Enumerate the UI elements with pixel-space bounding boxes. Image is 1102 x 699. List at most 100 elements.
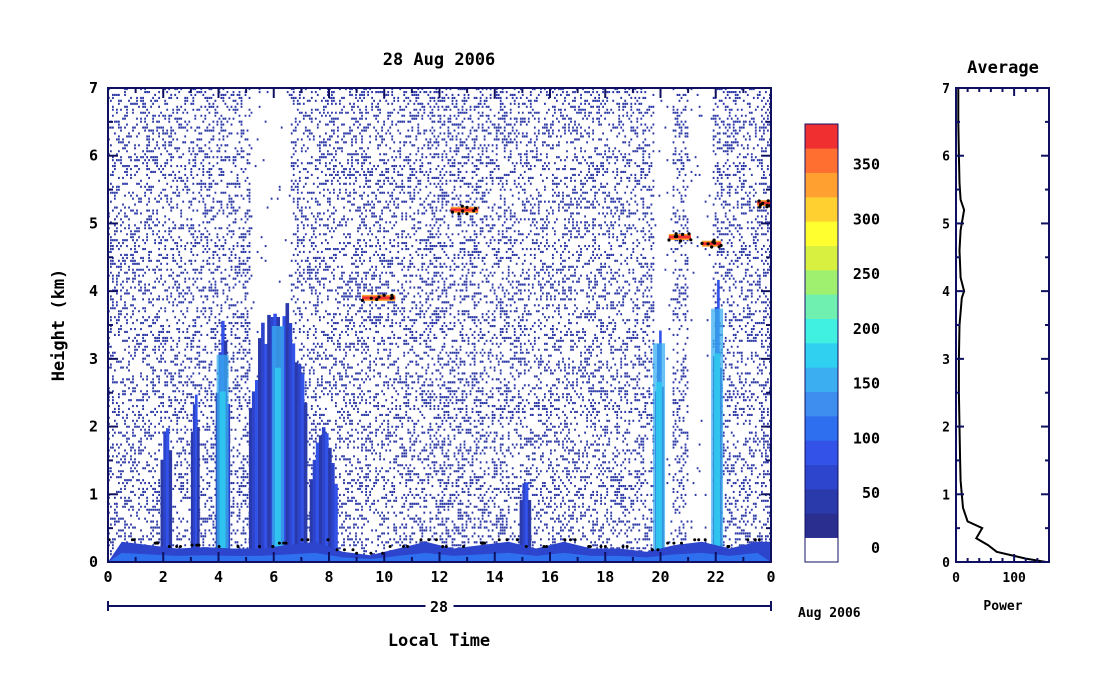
precip-column-strip [297,364,302,562]
colorbar-label: 50 [862,484,880,502]
boundary-marker [703,538,707,542]
boundary-marker [650,548,654,552]
cloud-base-marker [461,209,465,213]
colorbar-swatch [805,318,838,344]
boundary-marker [351,548,355,552]
precip-column-strip [166,428,170,562]
colorbar-swatch [805,513,838,538]
boundary-marker [621,545,625,548]
colorbar-swatch [805,343,838,368]
y-tick-label: 5 [89,214,98,232]
average-plot: 0 1 2 3 4 5 6 7 0 100 [942,82,1050,586]
cloud-base-marker [465,212,469,216]
boundary-marker [369,551,373,555]
boundary-marker [505,538,509,542]
cloud-base-marker [472,209,476,213]
cloud-base-marker [460,204,464,208]
cloud-base-marker [389,296,393,300]
cloud-base-marker [390,293,394,297]
colorbar-label: 0 [871,539,880,557]
colorbar: 0 50 100 150 200 250 300 350 [804,123,880,563]
boundary-marker [130,538,134,542]
x-tick-label: 0 [766,568,775,586]
boundary-marker [197,543,201,547]
boundary-marker [419,538,423,542]
cloud-base-marker [761,201,765,205]
x-tick-label: 16 [541,568,559,586]
boundary-marker [672,541,676,545]
cloud-base-marker [689,238,693,242]
precip-column-strip [190,431,194,562]
precip-core-bright [714,353,721,562]
y-tick-label: 2 [89,418,98,436]
avg-y-tick-label: 5 [942,217,950,232]
cloud-base-marker [360,298,364,302]
cloud-layer-core [450,208,479,212]
cloud-base-marker [674,232,678,236]
colorbar-label: 100 [853,429,880,447]
boundary-marker [427,538,431,542]
x-tick-label: 12 [430,568,448,586]
boundary-marker [753,538,757,542]
colorbar-swatch [805,537,838,563]
precip-core-bright [219,391,226,562]
date-bar-suffix: Aug 2006 [798,606,861,621]
cloud-base-marker [700,241,704,245]
colorbar-label: 200 [853,320,880,338]
cloud-base-marker [706,242,710,246]
colorbar-label: 300 [853,210,880,228]
precip-column-strip [318,435,323,562]
boundary-marker [175,545,179,548]
precip-column-strip [334,483,338,562]
colorbar-swatch [805,245,838,271]
precip-column-strip [288,323,293,562]
average-xlabel: Power [983,599,1022,614]
cloud-base-marker [382,293,386,297]
boundary-marker [680,541,683,545]
precip-column-strip [527,500,532,562]
boundary-marker [563,538,567,542]
y-tick-label: 0 [89,553,98,571]
boundary-marker [355,551,359,555]
colorbar-swatch [805,270,838,295]
precip-column-strip [285,303,290,562]
boundary-marker [217,545,221,548]
boundary-marker [666,541,670,545]
boundary-marker [483,541,486,545]
colorbar-swatch [805,148,838,173]
cloud-base-marker [758,205,762,209]
avg-y-tick-label: 2 [942,421,950,436]
average-frame [955,87,1050,563]
boundary-marker [300,538,304,542]
precip-core-bright [274,367,281,562]
precip-column-strip [192,404,196,562]
boundary-marker [402,545,405,548]
avg-y-tick-label: 1 [942,488,950,503]
colorbar-swatch [805,172,838,198]
precip-column-strip [331,463,335,562]
colorbar-label: 150 [853,375,880,393]
avg-y-tick-label: 0 [942,556,950,571]
cloud-layer-core [668,235,691,239]
precip-column-strip [291,343,296,562]
boundary-marker [757,538,761,542]
precip-column-strip [163,431,167,562]
boundary-marker [306,538,310,542]
boundary-marker [190,543,194,547]
precip-column-strip [248,407,253,562]
cloud-base-marker [377,295,381,299]
precip-column-strip [519,500,523,562]
cloud-base-marker [719,243,723,248]
y-tick-label: 3 [89,350,98,368]
boundary-marker [542,545,546,548]
boundary-marker [271,545,275,548]
precip-column-strip [309,480,314,562]
boundary-marker [599,545,603,548]
main-title: 28 Aug 2006 [383,50,496,70]
precip-core-bright [656,381,663,562]
boundary-marker [625,545,629,548]
colorbar-swatch [805,489,838,514]
precip-column-strip [261,322,265,562]
precip-column-strip [315,442,320,562]
boundary-marker [444,545,448,548]
